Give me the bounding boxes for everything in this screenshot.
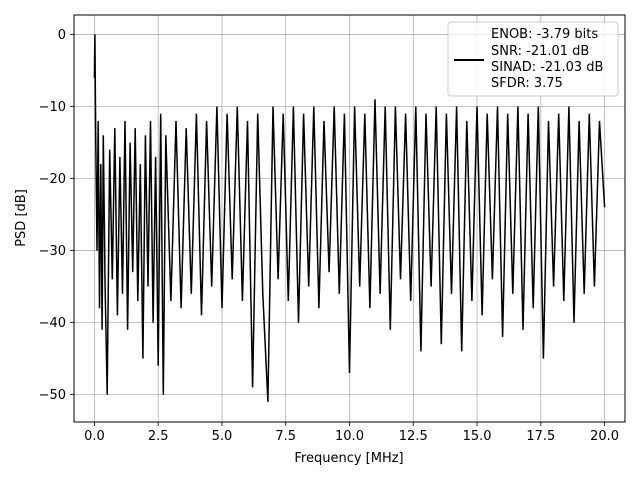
y-tick-label: 0 xyxy=(58,28,66,43)
y-tick-label: −20 xyxy=(39,172,66,187)
y-tick-label: −40 xyxy=(39,316,66,331)
y-tick-label: −50 xyxy=(39,388,66,403)
psd-line xyxy=(93,34,606,402)
y-axis-label: PSD [dB] xyxy=(14,189,29,247)
y-tick-label: −10 xyxy=(39,100,66,115)
y-axis-ticks: 0 −10 −20 −30 −40 −50 xyxy=(39,28,74,403)
x-axis-label: Frequency [MHz] xyxy=(294,451,403,466)
x-tick-label: 10.0 xyxy=(335,429,364,444)
x-tick-label: 7.5 xyxy=(275,429,296,444)
legend: ENOB: -3.79 bits SNR: -21.01 dB SINAD: -… xyxy=(447,21,619,97)
x-tick-label: 12.5 xyxy=(399,429,428,444)
psd-series xyxy=(93,34,606,402)
x-tick-label: 15.0 xyxy=(463,429,492,444)
x-tick-label: 17.5 xyxy=(526,429,555,444)
x-tick-label: 2.5 xyxy=(148,429,169,444)
legend-entry-enob: ENOB: -3.79 bits xyxy=(491,27,598,42)
y-tick-label: −30 xyxy=(39,244,66,259)
x-tick-label: 5.0 xyxy=(212,429,233,444)
x-axis-ticks: 0.0 2.5 5.0 7.5 10.0 12.5 15.0 17.5 20.0 xyxy=(84,422,619,444)
legend-box xyxy=(447,21,619,97)
legend-entry-sfdr: SFDR: 3.75 xyxy=(491,76,563,91)
x-tick-label: 20.0 xyxy=(590,429,619,444)
legend-entry-snr: SNR: -21.01 dB xyxy=(491,44,589,59)
x-tick-label: 0.0 xyxy=(84,429,105,444)
legend-entry-sinad: SINAD: -21.03 dB xyxy=(491,60,603,75)
